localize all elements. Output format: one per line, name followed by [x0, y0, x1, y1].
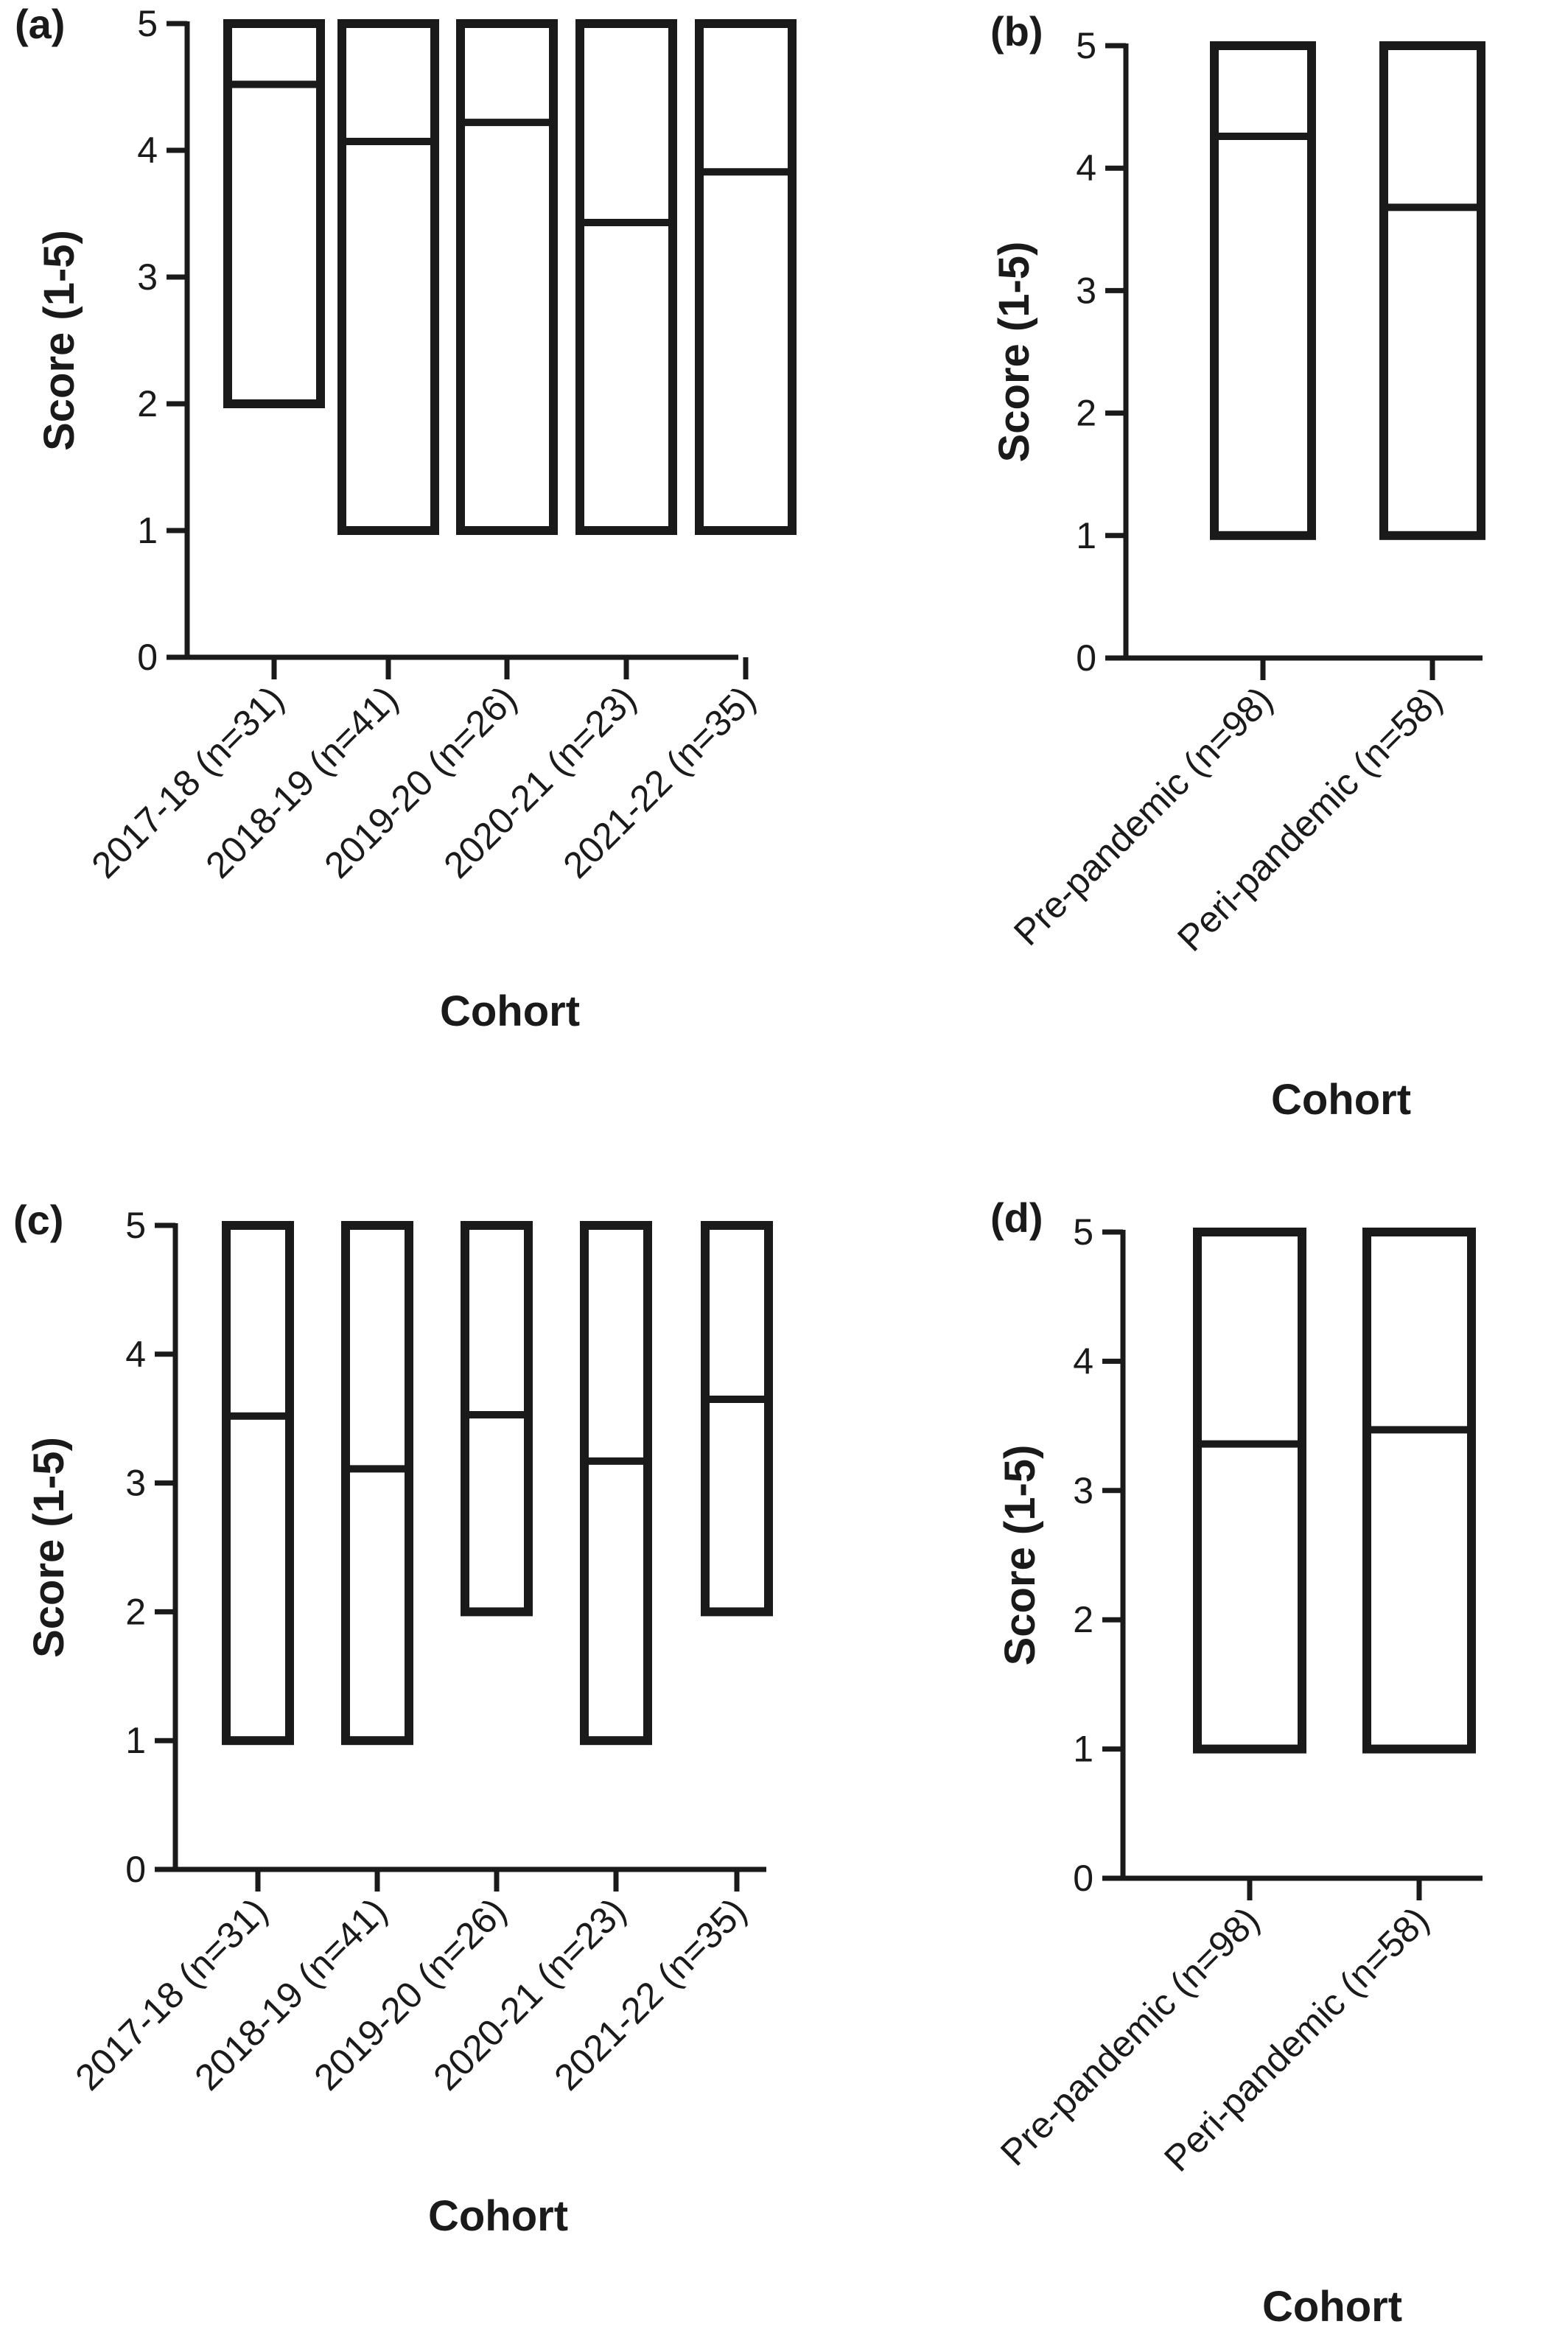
- y-axis-title: Score (1-5): [996, 1445, 1044, 1666]
- range-box: [222, 1221, 294, 1746]
- y-tick-label: 5: [1076, 25, 1096, 66]
- y-axis-title: Score (1-5): [25, 1437, 73, 1658]
- y-tick-label: 5: [1073, 1211, 1093, 1253]
- range-box: [341, 1221, 413, 1746]
- y-tick-label: 4: [125, 1334, 146, 1375]
- y-axis-title: Score (1-5): [35, 230, 83, 451]
- y-tick-label: 2: [1076, 393, 1096, 434]
- y-tick-label: 0: [1073, 1858, 1093, 1899]
- range-box: [461, 1221, 533, 1617]
- range-box: [1379, 41, 1485, 540]
- range-box: [575, 19, 677, 535]
- y-tick-label: 0: [125, 1849, 146, 1890]
- y-tick-label: 3: [1076, 270, 1096, 311]
- range-box: [695, 19, 797, 535]
- x-axis-title: Cohort: [1262, 2283, 1402, 2327]
- range-box: [1193, 1228, 1306, 1754]
- y-tick-label: 2: [137, 383, 158, 424]
- panel-label: (c): [13, 1197, 63, 1243]
- y-tick-label: 5: [137, 3, 158, 44]
- y-tick-label: 0: [1076, 637, 1096, 679]
- panel-label: (a): [15, 1, 65, 47]
- x-axis-title: Cohort: [428, 2192, 568, 2240]
- y-tick-label: 1: [137, 510, 158, 551]
- panel-label: (b): [990, 8, 1043, 55]
- y-tick-label: 5: [125, 1205, 146, 1246]
- y-tick-label: 1: [1076, 515, 1096, 556]
- range-box: [701, 1221, 773, 1617]
- y-tick-label: 4: [1073, 1340, 1093, 1382]
- range-box: [1362, 1228, 1476, 1754]
- range-box: [580, 1221, 652, 1746]
- x-axis-title: Cohort: [440, 987, 580, 1035]
- range-box: [456, 19, 558, 535]
- y-tick-label: 4: [1076, 147, 1096, 189]
- y-tick-label: 1: [125, 1720, 146, 1761]
- y-tick-label: 3: [1073, 1470, 1093, 1511]
- range-box: [223, 19, 325, 408]
- range-box: [337, 19, 439, 535]
- y-axis-title: Score (1-5): [990, 242, 1038, 463]
- y-tick-label: 3: [137, 256, 158, 298]
- x-tick-label: 2017-18 (n=31): [83, 678, 291, 886]
- y-tick-label: 1: [1073, 1729, 1093, 1770]
- x-axis-title: Cohort: [1271, 1076, 1411, 1124]
- y-tick-label: 4: [137, 130, 158, 171]
- y-tick-label: 2: [1073, 1599, 1093, 1640]
- y-tick-label: 2: [125, 1591, 146, 1632]
- y-tick-label: 0: [137, 637, 158, 678]
- range-box: [1210, 41, 1316, 540]
- panel-label: (d): [990, 1194, 1043, 1241]
- y-tick-label: 3: [125, 1463, 146, 1504]
